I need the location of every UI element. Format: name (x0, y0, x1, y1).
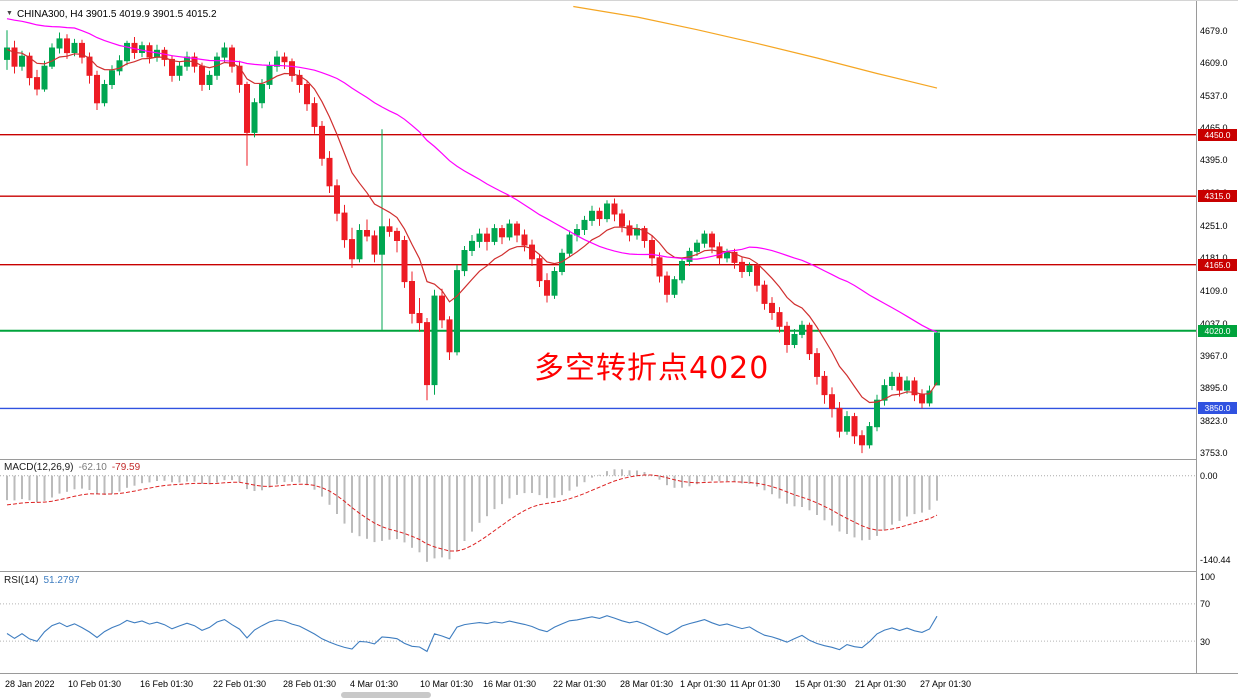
price-chart[interactable] (0, 1, 1196, 459)
price-tag: 4020.0 (1198, 324, 1237, 337)
ma-fast-line (6, 48, 938, 404)
time-axis[interactable]: 28 Jan 2022 10 Feb 01:30 16 Feb 01:30 22 Fe… (0, 674, 1238, 699)
h-scrollbar-thumb[interactable] (341, 692, 431, 698)
time-axis-label: 4 Mar 01:30 (350, 679, 399, 689)
time-axis-label: 1 Apr 01:30 (680, 679, 727, 689)
price-scale-label: 4181.0 (1200, 253, 1228, 263)
ohlc-toggle-icon[interactable]: ▼ (6, 10, 13, 17)
macd-panel[interactable] (0, 460, 1196, 571)
rsi-scale-label: 100 (1200, 571, 1216, 582)
rsi-line (6, 615, 938, 653)
price-scale-label: 4109.0 (1200, 285, 1228, 296)
price-scale-label: 4609.0 (1200, 57, 1228, 68)
time-axis-label: 10 Mar 01:30 (420, 679, 474, 689)
time-axis-label: 28 Mar 01:30 (620, 679, 674, 689)
price-scale[interactable]: 4679.04609.04537.04465.04395.04323.04251… (1196, 1, 1238, 673)
symbol-ohlc-overlay: ▼ CHINA300, H4 3901.5 4019.9 3901.5 4015.… (6, 9, 217, 20)
ma-slow-line (6, 18, 938, 333)
price-scale-label: 3967.0 (1200, 350, 1228, 361)
time-axis-label: 22 Feb 01:30 (213, 679, 267, 689)
time-axis-label: 27 Apr 01:30 (920, 679, 972, 689)
price-tag: 4165.0 (1198, 258, 1237, 271)
macd-scale-label: -140.44 (1200, 554, 1231, 565)
time-axis-label: 16 Mar 01:30 (483, 679, 537, 689)
symbol-ohlc-text: CHINA300, H4 3901.5 4019.9 3901.5 4015.2 (16, 9, 217, 20)
macd-name: MACD(12,26,9) (4, 462, 74, 473)
macd-scale-label: 0.00 (1200, 471, 1218, 482)
price-scale-label: 4395.0 (1200, 155, 1228, 166)
panel-separator[interactable] (0, 459, 1238, 460)
price-tag: 3850.0 (1198, 402, 1237, 415)
panel-separator[interactable] (0, 571, 1238, 572)
time-axis-label: 28 Jan 2022 (5, 679, 55, 689)
price-scale-label: 4465.0 (1200, 123, 1228, 133)
macd-indicator-label: MACD(12,26,9) -62.10 -79.59 (4, 462, 140, 473)
axis-separator (0, 673, 1238, 674)
time-axis-label: 11 Apr 01:30 (730, 679, 781, 689)
ma-long-line (573, 5, 938, 89)
price-scale-label: 4251.0 (1200, 220, 1228, 231)
rsi-scale-label: 30 (1200, 636, 1211, 647)
price-tag: 4315.0 (1198, 190, 1237, 203)
time-axis-label: 10 Feb 01:30 (68, 679, 122, 689)
chart-annotation: 多空转折点4020 (534, 351, 770, 386)
price-scale-label: 3753.0 (1200, 448, 1228, 459)
rsi-panel[interactable] (0, 572, 1196, 673)
macd-value: -62.10 (78, 462, 107, 473)
macd-signal-line (6, 474, 938, 552)
level-lines (0, 133, 1196, 410)
macd-histogram (6, 469, 938, 562)
time-axis-label: 21 Apr 01:30 (855, 679, 907, 689)
price-scale-label: 4679.0 (1200, 25, 1228, 36)
rsi-name: RSI(14) (4, 575, 39, 586)
time-axis-label: 22 Mar 01:30 (553, 679, 607, 689)
rsi-scale-label: 70 (1200, 599, 1211, 610)
time-axis-label: 15 Apr 01:30 (795, 679, 847, 689)
price-scale-label: 3895.0 (1200, 383, 1228, 394)
candlesticks (4, 30, 940, 454)
rsi-indicator-label: RSI(14) 51.2797 (4, 575, 80, 586)
time-axis-label: 28 Feb 01:30 (283, 679, 337, 689)
price-scale-label: 3823.0 (1200, 416, 1228, 427)
time-axis-label: 16 Feb 01:30 (140, 679, 194, 689)
price-tag: 4450.0 (1198, 128, 1237, 141)
macd-signal-value: -79.59 (111, 462, 141, 473)
rsi-value: 51.2797 (43, 575, 80, 586)
price-scale-label: 4037.0 (1200, 318, 1228, 329)
price-scale-label: 4537.0 (1200, 90, 1228, 101)
